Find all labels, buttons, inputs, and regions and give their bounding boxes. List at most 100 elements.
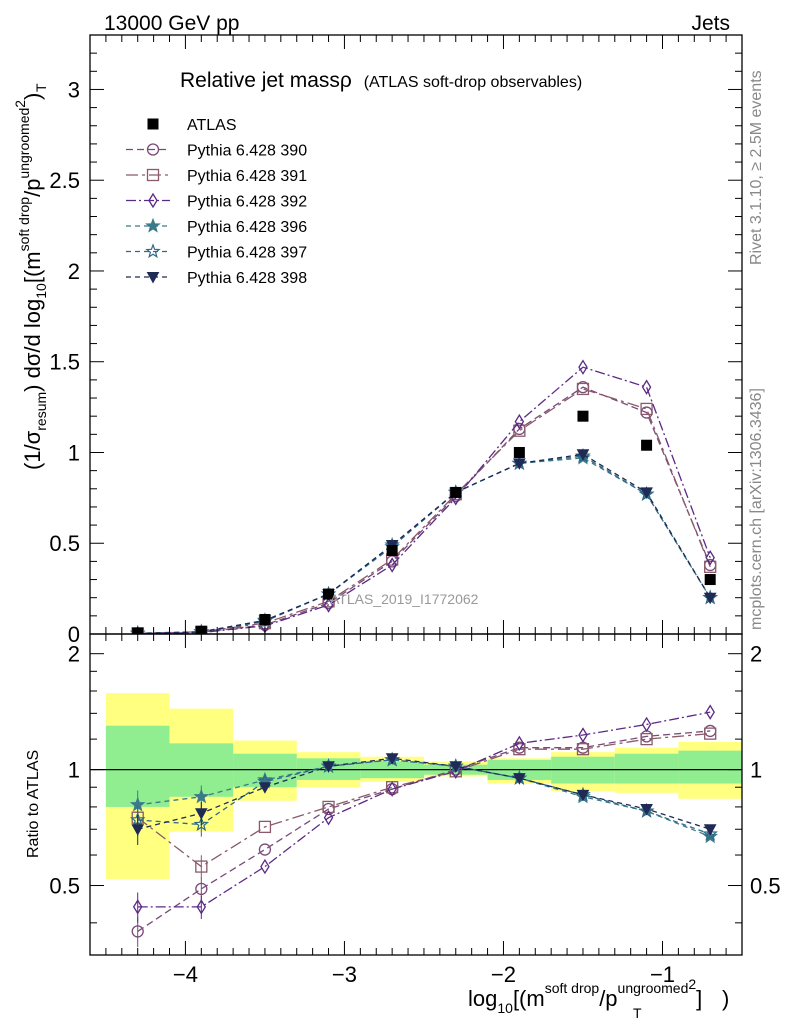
ratio-frame: [89, 633, 743, 956]
legend-label: Pythia 6.428 392: [187, 194, 307, 211]
ratio-point-2: [705, 704, 715, 720]
legend-label: ATLAS: [187, 117, 237, 134]
data-point: [704, 574, 716, 586]
legend-label: Pythia 6.428 390: [187, 143, 307, 160]
ratio-point-2: [641, 716, 652, 733]
ratio-point-5: [703, 824, 717, 836]
ratio-point-2: [578, 727, 588, 743]
y-tick-label: 2.5: [49, 168, 80, 193]
data-point: [513, 446, 525, 458]
ratio-y-tick-label: 1: [68, 758, 80, 783]
ratio-point-2: [132, 899, 143, 915]
y-tick-label: 0: [68, 622, 80, 647]
mcplots-reference: mcplots.cern.ch [arXiv:1306.3436]: [748, 388, 765, 630]
ratio-point-5: [322, 761, 335, 773]
ratio-y-tick-label-right: 2: [750, 642, 762, 667]
y-axis-label: (1/σresum) dσ/d log10[(msoft drop/pungro…: [12, 93, 49, 470]
ratio-point-1: [640, 732, 653, 746]
series-point-2: [323, 597, 334, 613]
data-point: [450, 486, 462, 498]
legend-marker: [146, 272, 160, 284]
legend-marker: [147, 118, 159, 130]
ratio-point-2: [514, 735, 525, 752]
ratio-point-5: [513, 773, 526, 785]
legend-marker: [145, 217, 161, 233]
series-point-5: [576, 449, 590, 461]
x-tick-label: −1: [650, 962, 675, 987]
legend: ATLAS Pythia 6.428 390 Pythia 6.428 391 Pyt…: [126, 117, 307, 287]
ratio-point-3: [193, 788, 210, 804]
y-tick-label: 0.5: [49, 531, 80, 556]
ratio-point-3: [702, 828, 719, 844]
series-point-2: [514, 413, 525, 430]
ratio-y-tick-label: 2: [68, 642, 80, 667]
y-tick-label: 3: [68, 77, 80, 102]
legend-marker: [148, 192, 158, 209]
ratio-point-5: [449, 761, 463, 773]
series-point-2: [578, 359, 588, 375]
ratio-band-inner: [678, 750, 742, 784]
legend-marker: [146, 143, 160, 156]
header-left: 13000 GeV pp: [104, 12, 239, 35]
plot-frames: [89, 34, 743, 956]
ratio-point-2: [260, 858, 270, 875]
rivet-version: Rivet 3.1.10, ≥ 2.5M events: [748, 70, 765, 265]
ratio-point-2: [323, 809, 334, 826]
legend-marker: [145, 243, 161, 259]
ratio-point-2: [196, 899, 207, 915]
ratio-point-1: [576, 743, 590, 756]
data-point: [323, 588, 335, 600]
series-line-4: [137, 455, 711, 634]
data-point: [259, 613, 271, 625]
ratio-line-1: [137, 732, 711, 868]
data-point: [641, 439, 653, 451]
ratio-point-1: [513, 743, 526, 756]
chart-title-sub: (ATLAS soft-drop observables): [364, 74, 582, 91]
ratio-point-1: [704, 727, 717, 740]
ratio-y-tick-label: 0.5: [49, 874, 80, 899]
series-point-1: [704, 560, 717, 573]
ratio-point-2: [387, 781, 397, 797]
ratio-line-0: [137, 730, 711, 932]
y-axis-label-pt-sub: T: [33, 83, 49, 92]
ratio-band-inner: [614, 753, 679, 784]
ratio-point-0: [195, 882, 208, 896]
axis-ticks: −4 −3 −2 −1 0 0.5 1 1.5 2 2.5 3 0.5 0.5 1 1 2 2: [49, 34, 781, 987]
x-axis-label: log10[(msoft drop/pungroomed2]: [468, 976, 702, 1016]
ratio-y-tick-label-right: 1: [750, 758, 762, 783]
ratio-y-tick-label-right: 0.5: [750, 874, 781, 899]
ratio-point-1: [195, 860, 208, 873]
x-axis-label-paren: ): [722, 986, 729, 1011]
ratio-line-4: [137, 759, 711, 835]
x-axis-label-pt-sub: T: [633, 1005, 642, 1021]
series-point-2: [641, 379, 652, 395]
header-right: Jets: [691, 12, 730, 35]
ratio-point-0: [258, 843, 272, 856]
series-point-5: [513, 458, 526, 470]
analysis-watermark: ATLAS_2019_I1772062: [330, 591, 479, 607]
ratio-point-5: [131, 824, 145, 836]
chart-title: Relative jet massρ (ATLAS soft-drop obse…: [180, 69, 582, 92]
ratio-point-0: [131, 925, 144, 938]
legend-label: Pythia 6.428 396: [187, 219, 307, 236]
legend-marker: [146, 168, 160, 182]
ratio-y-axis-label: Ratio to ATLAS: [25, 750, 42, 858]
series-point-1: [576, 382, 590, 396]
chart-title-main: Relative jet massρ: [180, 69, 352, 92]
series-line-0: [137, 386, 711, 634]
ratio-point-5: [385, 753, 399, 765]
legend-label: Pythia 6.428 391: [187, 168, 307, 185]
ratio-line-5: [137, 757, 711, 830]
ratio-series: [129, 704, 719, 948]
y-tick-label: 1: [68, 440, 80, 465]
x-tick-label: −4: [173, 962, 198, 987]
ratio-point-4: [193, 816, 210, 832]
ratio-point-5: [258, 782, 272, 794]
y-tick-label: 1.5: [49, 350, 80, 375]
series-line-5: [137, 453, 711, 634]
ratio-point-5: [576, 789, 590, 802]
series-point-5: [640, 487, 653, 499]
series-point-1: [640, 402, 653, 416]
y-tick-label: 2: [68, 259, 80, 284]
